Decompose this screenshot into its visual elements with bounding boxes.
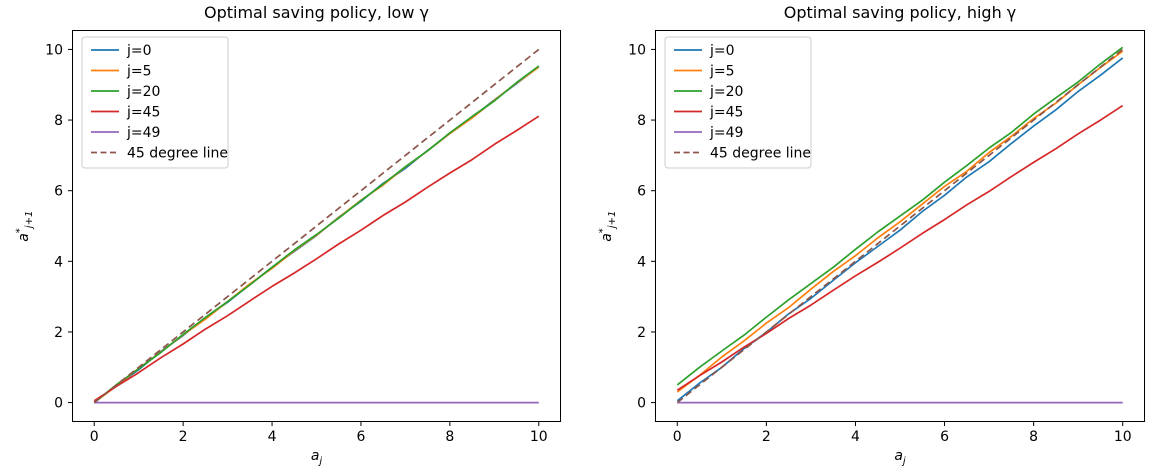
legend-label: j=0: [126, 43, 152, 59]
x-axis-label: aj: [310, 448, 323, 467]
y-tick-label: 6: [637, 184, 646, 200]
series-line-45-degree-line: [93, 48, 540, 404]
legend-label: j=20: [709, 84, 743, 100]
x-axis-label: aj: [894, 448, 906, 467]
series-line-j-20: [676, 46, 1124, 386]
legend-label: j=5: [709, 64, 735, 80]
subplot-low-gamma: Optimal saving policy, low γ a*j+1 0 2 4 6 8…: [15, 3, 561, 467]
y-tick-label: 8: [637, 113, 646, 129]
series-line-j-45: [676, 104, 1124, 391]
x-tick-label: 8: [1029, 429, 1038, 445]
y-axis-label: a*j+1: [597, 210, 619, 242]
y-tick-label: 10: [45, 42, 63, 58]
legend-label: j=45: [126, 105, 160, 121]
y-tick-label: 2: [54, 325, 63, 341]
legend-label: j=0: [709, 43, 735, 59]
legend-label: 45 degree line: [710, 146, 811, 162]
legend-label: 45 degree line: [127, 146, 228, 162]
legend-label: j=49: [709, 125, 743, 141]
x-tick-label: 6: [940, 429, 949, 445]
y-tick-label: 4: [637, 254, 646, 270]
axes-spines: [72, 30, 561, 422]
legend-label: j=20: [126, 84, 160, 100]
axes-spines: [655, 30, 1145, 422]
y-tick-label: 10: [628, 42, 646, 58]
y-tick-label: 2: [637, 325, 646, 341]
plot-title: Optimal saving policy, low γ: [204, 3, 429, 22]
plot-title: Optimal saving policy, high γ: [783, 3, 1017, 22]
y-tick-label: 6: [54, 184, 63, 200]
plot-area: 0 2 4 6 8 10 0 2 4 6 8 10 j=0 j=5 j=20 j=45 j=49 45 degre…: [45, 30, 561, 445]
legend-label: j=5: [126, 64, 152, 80]
y-tick-label: 0: [637, 396, 646, 412]
legend-label: j=49: [126, 125, 160, 141]
y-tick-label: 4: [54, 254, 63, 270]
series-line-45-degree-line: [676, 48, 1124, 404]
x-tick-label: 0: [90, 429, 99, 445]
legend-label: j=45: [709, 105, 743, 121]
x-tick-label: 6: [356, 429, 365, 445]
y-axis-label: a*j+1: [14, 210, 36, 242]
x-tick-label: 10: [530, 429, 548, 445]
x-tick-label: 10: [1114, 429, 1132, 445]
x-tick-label: 8: [445, 429, 454, 445]
x-tick-label: 0: [673, 429, 682, 445]
series-line-j-20: [93, 65, 540, 404]
x-tick-label: 2: [179, 429, 188, 445]
subplot-high-gamma: Optimal saving policy, high γ a*j+1 0 2 4 6…: [598, 3, 1145, 467]
plot-area: 0 2 4 6 8 10 0 2 4 6 8 10 j=0 j=5 j=20 j=45 j=49 45 degre…: [628, 30, 1145, 445]
y-tick-label: 8: [54, 113, 63, 129]
y-tick-label: 0: [54, 396, 63, 412]
series-line-j-45: [93, 115, 540, 402]
x-tick-label: 4: [268, 429, 277, 445]
x-tick-label: 2: [762, 429, 771, 445]
x-tick-label: 4: [851, 429, 860, 445]
